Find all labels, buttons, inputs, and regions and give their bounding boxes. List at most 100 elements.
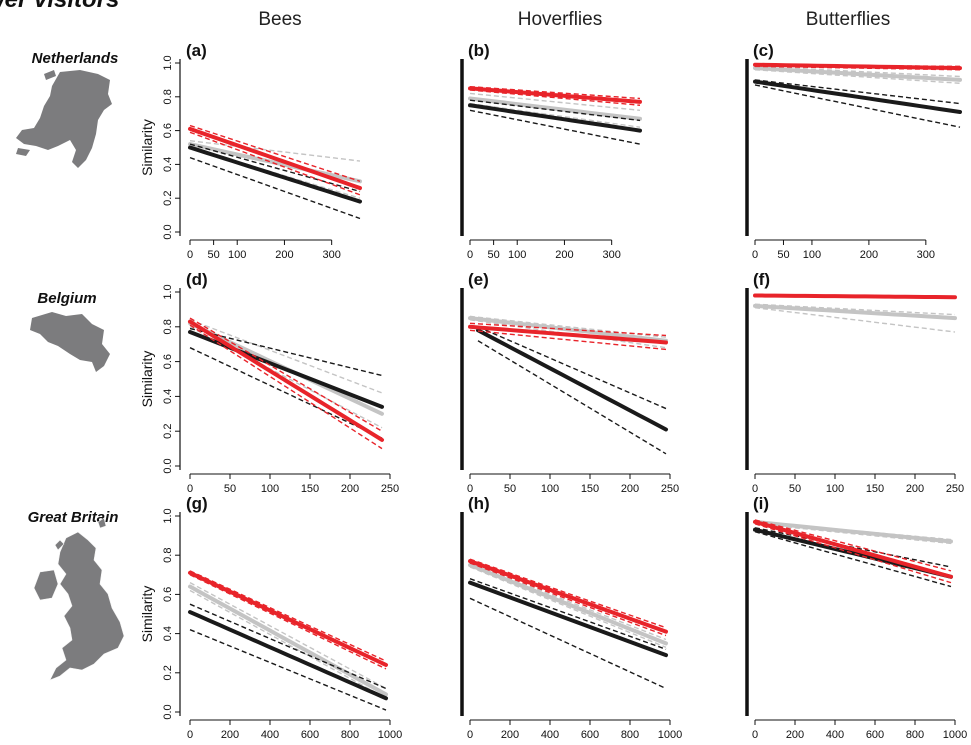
panel-label: (c) bbox=[753, 41, 774, 60]
series-line-black bbox=[468, 103, 642, 133]
x-tick-label: 0 bbox=[187, 249, 193, 261]
x-tick-label: 800 bbox=[621, 729, 639, 741]
series-line-grey bbox=[753, 66, 962, 82]
netherlands-map-icon bbox=[16, 70, 112, 168]
y-axis-label: Similarity bbox=[139, 119, 155, 176]
panel-d: 0.0 0.2 0.4 0.6 0.8 1.0 Similarity 0 50 100 150 200… bbox=[139, 270, 399, 495]
x-tick-label: 50 bbox=[224, 483, 236, 495]
y-tick-label: 0.6 bbox=[162, 587, 174, 602]
x-tick-label: 400 bbox=[826, 729, 844, 741]
ci-line-black-upper bbox=[754, 79, 961, 105]
x-tick-label: 50 bbox=[777, 249, 789, 261]
series-line-red bbox=[468, 86, 642, 104]
x-tick-label: 0 bbox=[752, 483, 758, 495]
x-tick-label: 200 bbox=[786, 729, 804, 741]
ci-line-red-lower bbox=[469, 562, 667, 637]
x-tick-label: 200 bbox=[555, 249, 573, 261]
great-britain-map-icon bbox=[33, 517, 125, 681]
panel-label: (i) bbox=[753, 494, 769, 513]
x-tick-label: 50 bbox=[789, 483, 801, 495]
ci-line-red-lower bbox=[469, 329, 667, 351]
x-tick-label: 150 bbox=[581, 483, 599, 495]
x-tick-label: 0 bbox=[187, 483, 193, 495]
ci-line-black-lower bbox=[189, 347, 383, 439]
series-line-black bbox=[468, 580, 668, 658]
series-line-black bbox=[753, 79, 962, 115]
x-tick-label: 50 bbox=[487, 249, 499, 261]
x-tick-label: 0 bbox=[187, 729, 193, 741]
ci-line-black-lower bbox=[189, 629, 387, 711]
ci-line-black-upper bbox=[189, 603, 387, 690]
ci-line-grey-upper bbox=[469, 562, 667, 641]
x-tick-label: 300 bbox=[322, 249, 340, 261]
column-title-bees: Bees bbox=[258, 9, 301, 30]
y-tick-label: 0.4 bbox=[162, 157, 174, 172]
ci-line-red-upper bbox=[189, 317, 383, 432]
ci-line-grey-upper bbox=[469, 92, 641, 112]
y-tick-label: 0.2 bbox=[162, 424, 174, 439]
panel-label: (g) bbox=[186, 494, 208, 513]
ci-line-grey-upper bbox=[189, 582, 387, 690]
panel-label: (d) bbox=[186, 270, 208, 289]
panel-h: 0 200 400 600 800 1000 (h) bbox=[460, 494, 682, 741]
row-title-belgium: Belgium bbox=[37, 290, 96, 307]
panel-label: (b) bbox=[468, 41, 490, 60]
x-tick-label: 1000 bbox=[943, 729, 967, 741]
x-tick-label: 150 bbox=[866, 483, 884, 495]
x-tick-label: 400 bbox=[541, 729, 559, 741]
y-tick-label: 0.8 bbox=[162, 548, 174, 563]
x-tick-label: 50 bbox=[504, 483, 516, 495]
x-tick-label: 250 bbox=[661, 483, 679, 495]
y-tick-label: 1.0 bbox=[162, 508, 174, 523]
x-tick-label: 100 bbox=[261, 483, 279, 495]
ci-line-red-upper bbox=[189, 124, 361, 182]
x-tick-label: 800 bbox=[906, 729, 924, 741]
ci-line-red-lower bbox=[189, 131, 361, 196]
x-tick-label: 100 bbox=[541, 483, 559, 495]
ci-line-black-lower bbox=[754, 531, 952, 588]
y-tick-label: 0.6 bbox=[162, 123, 174, 138]
series-line-red bbox=[188, 319, 384, 442]
y-axis-label: Similarity bbox=[139, 351, 155, 408]
panel-b: 0 50 100 200 300 (b) bbox=[460, 41, 642, 261]
x-tick-label: 200 bbox=[906, 483, 924, 495]
ci-line-grey-upper bbox=[754, 303, 956, 316]
y-tick-label: 1.0 bbox=[162, 55, 174, 70]
x-tick-label: 250 bbox=[381, 483, 399, 495]
series-line-grey bbox=[188, 142, 362, 184]
ci-line-black-lower bbox=[469, 109, 641, 145]
panel-label: (f) bbox=[753, 270, 770, 289]
x-tick-label: 200 bbox=[860, 249, 878, 261]
ci-line-red-lower bbox=[754, 523, 952, 584]
ci-line-black-upper bbox=[469, 578, 667, 650]
row-title-netherlands: Netherlands bbox=[32, 50, 119, 67]
x-tick-label: 100 bbox=[803, 249, 821, 261]
y-axis-label: Similarity bbox=[139, 586, 155, 643]
ci-line-black-lower bbox=[469, 597, 667, 690]
x-tick-label: 0 bbox=[752, 729, 758, 741]
column-title-butterflies: Butterflies bbox=[806, 9, 890, 30]
series-line-red bbox=[188, 570, 388, 667]
x-tick-label: 600 bbox=[866, 729, 884, 741]
ci-line-black-upper bbox=[477, 326, 667, 410]
y-tick-label: 0.0 bbox=[162, 458, 174, 473]
series-line-red bbox=[188, 126, 362, 191]
x-tick-label: 250 bbox=[946, 483, 964, 495]
panel-e: 0 50 100 150 200 250 (e) bbox=[460, 270, 679, 495]
ci-line-red-upper bbox=[469, 558, 667, 629]
ci-line-black-upper bbox=[189, 143, 361, 193]
series-line-red bbox=[468, 559, 668, 634]
row-title-great-britain: Great Britain bbox=[28, 509, 119, 526]
series-line-black bbox=[188, 330, 384, 409]
y-tick-label: 0.4 bbox=[162, 389, 174, 404]
ci-line-red-upper bbox=[189, 570, 387, 662]
page-title: wer visitors bbox=[0, 0, 119, 13]
series-line-red bbox=[468, 324, 668, 345]
x-tick-label: 150 bbox=[301, 483, 319, 495]
x-tick-label: 200 bbox=[621, 483, 639, 495]
y-tick-label: 0.6 bbox=[162, 354, 174, 369]
ci-line-red-upper bbox=[754, 519, 952, 572]
x-tick-label: 200 bbox=[275, 249, 293, 261]
column-title-hoverflies: Hoverflies bbox=[518, 9, 602, 30]
ci-line-red-lower bbox=[189, 574, 387, 670]
